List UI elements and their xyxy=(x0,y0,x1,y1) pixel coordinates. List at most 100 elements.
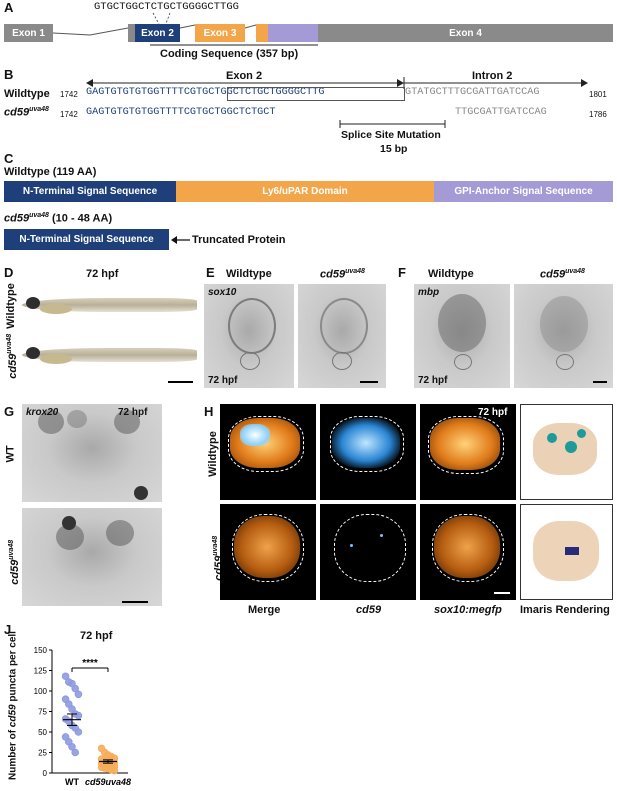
panel-f-time: 72 hpf xyxy=(418,375,448,386)
ly6-domain-bar: Ly6/uPAR Domain xyxy=(176,181,434,202)
mut-sequence-exon: GAGTGTGTGTGGTTTTCGTGCTGGCTCTGCT xyxy=(86,107,276,118)
cd59-wildtype-image xyxy=(320,404,416,500)
panel-g-mut-allele: uva48 xyxy=(8,539,16,560)
panel-d-wt-label: Wildtype xyxy=(4,283,17,329)
data-point xyxy=(74,711,83,720)
exon-4-purple xyxy=(268,24,318,42)
col-sox10: sox10:megfp xyxy=(434,604,502,616)
mut-protein-gene: cd59 xyxy=(4,212,30,225)
panel-f-mut: cd59uva48 xyxy=(540,268,585,281)
panel-d-mut-gene: cd59 xyxy=(6,353,19,379)
col-merge: Merge xyxy=(248,604,281,616)
panel-d-mut-label: cd59uva48 xyxy=(6,334,19,379)
gene-structure-diagram xyxy=(52,12,318,46)
y-tick-label: 50 xyxy=(38,728,47,737)
data-point xyxy=(74,690,83,699)
top-sequence: GTGCTGGCTCTGCTGGGGCTTGG xyxy=(94,1,239,13)
scale-bar-e xyxy=(360,381,378,383)
panel-e-mut: cd59uva48 xyxy=(320,268,365,281)
mbp-wildtype-image xyxy=(414,284,510,388)
sox10-megfp-mutant-image xyxy=(420,504,516,600)
panel-h-mut-allele: uva48 xyxy=(212,535,220,556)
wt-sequence-intron: GTATGCTTTGCGATTGATCCAG xyxy=(405,87,540,98)
imaris-caption: Imaris Rendering xyxy=(520,604,610,616)
mut-protein-allele: uva48 xyxy=(29,212,49,219)
panel-g-mut-gene: cd59 xyxy=(8,559,21,585)
puncta-chart: 0 25 50 75 100 125 150 **** WT cd59uva48 xyxy=(34,646,131,787)
scale-bar-d xyxy=(168,381,193,383)
panel-b-label: B xyxy=(4,67,14,82)
scale-bar-f xyxy=(593,381,607,383)
panel-f-label: F xyxy=(398,265,406,280)
truncated-protein-label: Truncated Protein xyxy=(192,234,286,246)
sox10-megfp-wildtype-image xyxy=(420,404,516,500)
panel-e-label: E xyxy=(206,265,215,280)
mut-seq-label: cd59uva48 xyxy=(4,106,49,119)
panel-a-label: A xyxy=(4,0,14,15)
arrow-left-icon xyxy=(171,236,190,244)
data-point xyxy=(71,748,80,757)
larva-mutant-image xyxy=(18,334,202,380)
wt-seq-label: Wildtype xyxy=(4,88,50,100)
panel-h-time: 72 hpf xyxy=(478,407,508,418)
sox10-mutant-image xyxy=(298,284,386,388)
intron2-header: Intron 2 xyxy=(472,70,513,82)
panel-d-label: D xyxy=(4,265,14,280)
scale-bar-h xyxy=(494,592,510,594)
imaris-wildtype-image xyxy=(520,404,613,500)
exon-4: Exon 4 xyxy=(318,24,613,42)
chart-ylabel: Number of cd59 puncta per cell xyxy=(8,621,19,791)
mbp-mutant-image xyxy=(514,284,613,388)
ylabel-post: puncta per cell xyxy=(7,631,19,705)
panel-c-label: C xyxy=(4,151,14,166)
panel-g-gene: krox20 xyxy=(26,407,59,418)
panel-e-gene: sox10 xyxy=(208,287,237,298)
exon-1: Exon 1 xyxy=(4,24,53,42)
panel-f-gene: mbp xyxy=(418,287,440,298)
wt-start: 1742 xyxy=(60,90,78,99)
exon-4-orange xyxy=(256,24,268,42)
wt-protein-title: Wildtype (119 AA) xyxy=(4,166,97,178)
y-tick-label: 75 xyxy=(38,708,47,717)
gpi-anchor-bar: GPI-Anchor Signal Sequence xyxy=(434,181,613,202)
cd59-mutant-image xyxy=(320,504,416,600)
x-category-label: WT xyxy=(65,777,79,787)
wt-sequence-exon: GAGTGTGTGTGGTTTTCGTGCTGGCTCTGCTGGGGCTTG xyxy=(86,87,325,98)
panel-g-label: G xyxy=(4,404,15,419)
mut-gene: cd59 xyxy=(4,106,30,119)
wt-box xyxy=(227,87,405,101)
sequence-arrows xyxy=(86,77,588,128)
panel-g-time: 72 hpf xyxy=(118,407,148,418)
coding-sequence-label: Coding Sequence (357 bp) xyxy=(160,48,299,60)
chart-title: 72 hpf xyxy=(80,630,113,642)
y-tick-label: 125 xyxy=(34,667,48,676)
merge-wildtype-image xyxy=(220,404,316,500)
panel-f-mut-allele: uva48 xyxy=(565,268,585,275)
panel-h-label: H xyxy=(204,404,214,419)
merge-mutant-image xyxy=(220,504,316,600)
ylabel-pre: Number of xyxy=(7,727,19,780)
panel-g-wt-label: WT xyxy=(4,445,17,463)
y-tick-label: 150 xyxy=(34,646,48,655)
scale-bar-g xyxy=(122,601,148,603)
data-point xyxy=(61,672,70,681)
panel-e-mut-allele: uva48 xyxy=(345,268,365,275)
panel-j-label: J xyxy=(4,622,12,637)
mutation-label: Splice Site Mutation xyxy=(341,129,441,141)
panel-e-wt: Wildtype xyxy=(226,268,272,280)
imaris-mutant-image xyxy=(520,504,613,600)
panel-f-wt: Wildtype xyxy=(428,268,474,280)
exon-2: Exon 2 xyxy=(135,24,180,42)
panel-f-mut-gene: cd59 xyxy=(540,268,566,281)
mut-allele: uva48 xyxy=(29,106,49,113)
panel-h-wt-label: Wildtype xyxy=(206,431,219,477)
y-tick-label: 0 xyxy=(43,769,48,778)
col-cd59: cd59 xyxy=(356,604,382,616)
panel-d-time: 72 hpf xyxy=(86,268,119,280)
exon2-header: Exon 2 xyxy=(226,70,263,82)
nterm-signal-bar-mut: N-Terminal Signal Sequence xyxy=(4,229,169,250)
x-category-label: cd59uva48 xyxy=(85,777,131,787)
panel-e-time: 72 hpf xyxy=(208,375,238,386)
panel-e-mut-gene: cd59 xyxy=(320,268,346,281)
data-point xyxy=(74,728,83,736)
